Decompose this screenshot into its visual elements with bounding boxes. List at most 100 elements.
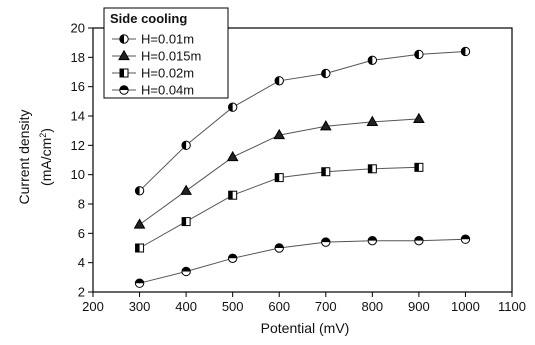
marker-fill [120,69,124,77]
marker-fill [461,235,470,240]
marker-fill [321,167,326,176]
marker-triangle [133,218,146,229]
marker-fill [182,217,187,226]
y-tick-label: 6 [78,226,85,241]
marker-square-half [119,68,129,78]
marker-circle-half-left [181,140,191,151]
marker-shape [319,120,332,131]
marker-circle-half-top [119,85,129,95]
marker-fill [368,56,373,65]
marker-fill [368,236,377,241]
y-tick-label: 20 [71,21,85,36]
x-tick-label: 200 [82,299,104,314]
y-axis-unit-superscript: 2 [38,133,48,138]
legend-item: H=0.02m [112,66,194,81]
marker-fill [135,244,140,252]
y-tick-label: 4 [78,255,85,270]
y-tick-label: 8 [78,197,85,212]
marker-circle-half-left [414,49,424,60]
series-3 [135,162,424,253]
marker-fill [135,186,140,195]
marker-fill [275,76,280,85]
series-line [139,51,466,192]
series-2 [133,112,425,229]
series-4 [134,234,471,288]
y-axis-unit: (mA/cm [38,138,54,186]
marker-triangle [413,112,425,124]
legend-items: H=0.01m H=0.015m H=0.02m H=0.04m [112,32,201,98]
marker-triangle [366,115,379,126]
marker-fill [414,236,424,241]
x-axis-title: Potential (mV) [261,320,350,336]
marker-circle-half-left [227,102,238,112]
legend-item: H=0.01m [112,32,194,47]
marker-shape [273,128,286,140]
y-tick-label: 2 [78,285,85,300]
marker-shape [226,150,239,162]
marker-fill [135,279,144,284]
series-layer [133,46,471,288]
marker-shape [180,184,192,195]
marker-fill [275,173,280,182]
marker-fill [321,237,330,243]
y-tick-label: 14 [71,109,85,124]
x-tick-label: 1100 [498,299,526,314]
x-tick-label: 300 [129,299,151,314]
marker-fill [181,267,191,272]
marker-fill [368,164,373,173]
marker-circle-half-left [460,46,471,57]
x-tick-label: 700 [315,299,337,314]
marker-triangle [118,49,130,61]
legend-title: Side cooling [110,11,187,26]
marker-square-half [367,164,377,174]
marker-circle-half-left [367,55,378,65]
legend-label: H=0.01m [141,32,194,47]
marker-fill [228,254,237,259]
x-tick-label: 400 [175,299,197,314]
marker-square-half [228,190,238,200]
marker-triangle [319,120,332,131]
marker-fill [119,34,124,44]
marker-square-half [135,243,145,253]
plot-frame [92,27,513,293]
x-tick-label: 800 [361,299,383,314]
marker-square-half [181,217,191,227]
marker-triangle [226,150,239,162]
marker-circle-half-top [227,253,238,263]
marker-circle-half-top [367,235,378,246]
legend-item: H=0.04m [112,83,194,98]
marker-triangle [273,128,286,140]
marker-fill [461,47,466,56]
marker-fill [414,163,419,172]
marker-fill [321,69,326,78]
marker-shape [413,112,425,124]
marker-circle-half-top [460,234,471,244]
axes: 200 300 400 500 600 700 800 900 1000 1100 2 4 6 8 10 12… [71,21,526,315]
marker-circle-half-top [274,243,284,253]
marker-triangle [180,184,192,195]
marker-circle-half-top [134,278,145,288]
marker-fill [414,50,419,59]
marker-fill [228,191,233,200]
marker-shape [133,218,146,229]
legend-item: H=0.015m [112,49,201,64]
x-tick-label: 500 [222,299,244,314]
y-axis-unit-close: ) [38,128,54,133]
marker-circle-half-left [119,34,129,44]
marker-circle-half-top [181,266,191,277]
y-tick-label: 16 [71,79,85,94]
marker-fill [228,103,233,112]
legend-label: H=0.015m [141,49,201,64]
marker-fill [275,243,284,248]
x-tick-label: 600 [268,299,290,314]
y-axis-title-line1: Current density [16,110,32,205]
series-1 [134,46,471,196]
x-tick-label: 900 [408,299,430,314]
marker-circle-half-left [274,76,284,86]
marker-circle-half-left [134,186,145,196]
y-tick-label: 12 [71,138,85,153]
legend-label: H=0.04m [141,83,194,98]
marker-shape [118,49,130,61]
x-tick-label: 1000 [451,299,480,314]
